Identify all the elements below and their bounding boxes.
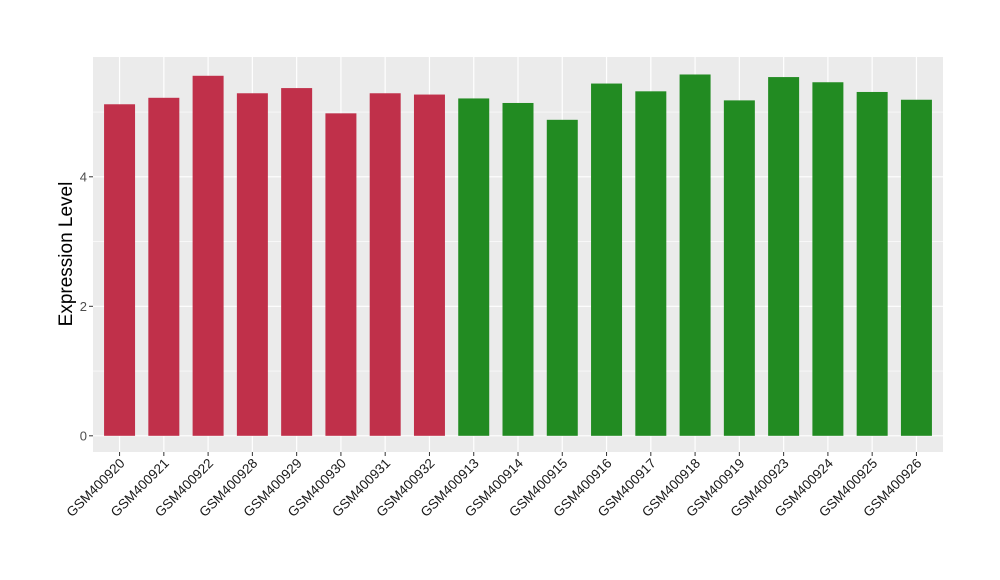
y-axis: 0 2 4	[80, 169, 93, 443]
bar-GSM400923	[768, 77, 800, 436]
bar-GSM400913	[458, 98, 490, 436]
bar-GSM400924	[812, 82, 844, 436]
bar-GSM400929	[281, 88, 313, 436]
bar-GSM400916	[591, 83, 623, 436]
bar-GSM400917	[635, 91, 667, 436]
bar-GSM400931	[369, 93, 401, 436]
x-axis: GSM400920GSM400921GSM400922GSM400928GSM4…	[63, 452, 925, 520]
bar-GSM400915	[546, 119, 578, 436]
y-axis-title: Expression Level	[56, 182, 77, 327]
bar-GSM400919	[723, 100, 755, 436]
bar-GSM400932	[413, 94, 445, 436]
bar-GSM400926	[900, 99, 932, 436]
bar-GSM400922	[192, 75, 224, 436]
bar-GSM400914	[502, 102, 534, 436]
y-tick-label: 2	[80, 299, 87, 314]
y-tick-label: 0	[80, 428, 87, 443]
bars	[104, 74, 932, 436]
bar-GSM400930	[325, 113, 357, 436]
y-tick-label: 4	[80, 169, 87, 184]
bar-GSM400925	[856, 91, 888, 436]
bar-GSM400918	[679, 74, 711, 436]
bar-GSM400921	[148, 97, 180, 436]
bar-GSM400928	[236, 93, 268, 436]
bar-GSM400920	[104, 104, 136, 436]
